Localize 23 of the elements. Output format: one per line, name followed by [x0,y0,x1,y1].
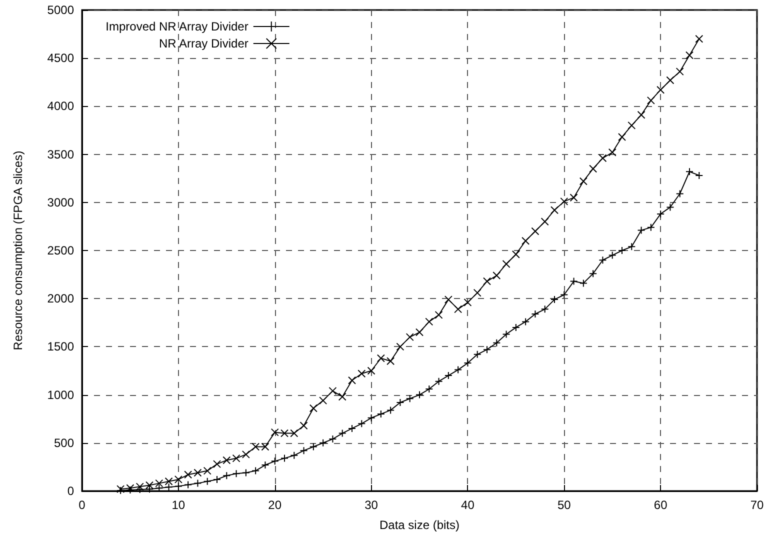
y-tick-label: 3500 [47,147,74,162]
x-tick-label: 50 [557,498,572,512]
x-tick-label: 40 [461,498,475,512]
y-tick-label: 3000 [47,195,74,210]
y-tick-label: 4500 [47,51,74,66]
x-tick-label: 0 [78,498,86,512]
y-tick-label: 1000 [47,388,74,402]
y-tick-label: 4000 [47,99,74,114]
y-axis-title: Resource consumption (FPGA slices) [11,150,25,350]
y-tick-label: 1500 [47,340,74,354]
x-tick-label: 60 [654,498,668,512]
y-tick-label: 0 [67,484,74,498]
x-axis-title: Data size (bits) [379,518,460,532]
legend-label: Improved NR Array Divider [106,20,248,34]
x-tick-label: 20 [268,498,282,512]
y-tick-label: 2500 [47,244,74,258]
y-tick-label: 500 [54,436,74,450]
legend-label: NR Array Divider [159,36,248,50]
x-tick-label: 70 [750,498,764,512]
x-tick-label: 10 [172,498,186,512]
x-tick-label: 30 [364,498,378,512]
y-tick-label: 2000 [47,292,74,306]
y-tick-label: 5000 [47,3,74,17]
